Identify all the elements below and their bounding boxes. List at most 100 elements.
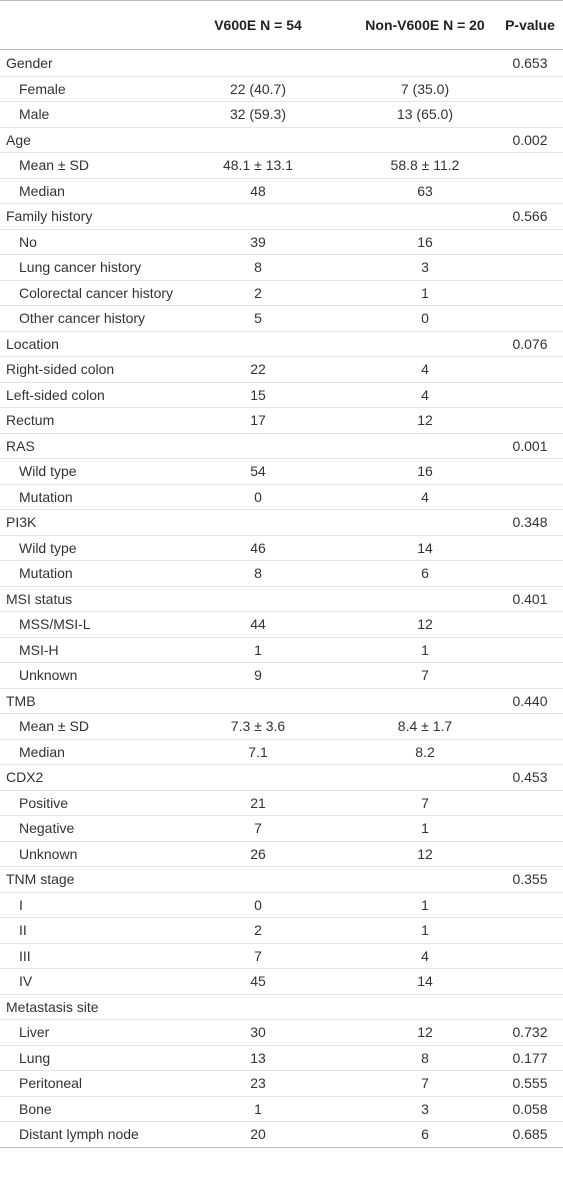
table-row: Metastasis site <box>0 995 563 1020</box>
non-v600e-cell: 3 <box>421 259 429 276</box>
v600e-cell: 2 <box>254 284 262 301</box>
non-v600e-cell: 4 <box>421 361 429 378</box>
v600e-cell: 8 <box>254 565 262 582</box>
row-label: MSI-H <box>19 641 59 658</box>
row-label: MSI status <box>6 590 73 607</box>
row-label: I <box>19 896 23 913</box>
p-value-cell: 0.002 <box>512 131 548 148</box>
row-label: TMB <box>6 692 36 709</box>
non-v600e-cell: 1 <box>421 641 429 658</box>
table-row: Unknown 26 12 <box>0 842 563 867</box>
non-v600e-cell: 16 <box>417 233 433 250</box>
table-row: Lung cancer history 8 3 <box>0 255 563 281</box>
v600e-cell: 7.3 ± 3.6 <box>230 718 286 735</box>
v600e-cell: 46 <box>250 539 266 556</box>
non-v600e-cell: 8.2 <box>415 743 435 760</box>
row-label: Negative <box>19 820 75 837</box>
v600e-cell: 9 <box>254 667 262 684</box>
row-label: Colorectal cancer history <box>19 284 174 301</box>
table-header: V600E N = 54 Non-V600E N = 20 P-value <box>0 0 563 50</box>
non-v600e-cell: 63 <box>417 182 433 199</box>
non-v600e-cell: 6 <box>421 1126 429 1143</box>
table-row: Mean ± SD 7.3 ± 3.6 8.4 ± 1.7 <box>0 714 563 740</box>
v600e-cell: 2 <box>254 922 262 939</box>
p-value-cell: 0.566 <box>512 208 548 225</box>
v600e-cell: 15 <box>250 386 266 403</box>
p-value-cell: 0.001 <box>512 437 548 454</box>
table-row: MSI status 0.401 <box>0 587 563 612</box>
v600e-cell: 7 <box>254 820 262 837</box>
v600e-cell: 0 <box>254 896 262 913</box>
row-label: Female <box>19 80 66 97</box>
non-v600e-cell: 1 <box>421 922 429 939</box>
v600e-cell: 1 <box>254 641 262 658</box>
p-value-cell: 0.453 <box>512 769 548 786</box>
v600e-cell: 0 <box>254 488 262 505</box>
table-row: TNM stage 0.355 <box>0 867 563 893</box>
row-label: Lung cancer history <box>19 259 142 276</box>
row-label: II <box>19 922 27 939</box>
row-label: Family history <box>6 208 93 225</box>
table-row: IV 45 14 <box>0 969 563 995</box>
non-v600e-cell: 14 <box>417 973 433 990</box>
non-v600e-cell: 13 (65.0) <box>396 106 454 123</box>
non-v600e-cell: 7 (35.0) <box>400 80 450 97</box>
v600e-cell: 48.1 ± 13.1 <box>223 157 293 174</box>
header-cell: P-value <box>505 17 555 33</box>
non-v600e-cell: 8 <box>421 1049 429 1066</box>
table-row: Gender 0.653 <box>0 51 563 77</box>
table-row: Rectum 17 12 <box>0 408 563 434</box>
row-label: Metastasis site <box>6 998 99 1015</box>
v600e-cell: 39 <box>250 233 266 250</box>
v600e-cell: 44 <box>250 616 266 633</box>
non-v600e-cell: 58.8 ± 11.2 <box>390 157 460 174</box>
non-v600e-cell: 16 <box>417 463 433 480</box>
table-row: Liver 30 12 0.732 <box>0 1020 563 1046</box>
p-value-cell: 0.355 <box>512 871 548 888</box>
p-value-cell: 0.348 <box>512 514 548 531</box>
row-label: Right-sided colon <box>6 361 115 378</box>
row-label: Left-sided colon <box>6 386 105 403</box>
v600e-cell: 22 (40.7) <box>229 80 287 97</box>
p-value-cell: 0.076 <box>512 335 548 352</box>
non-v600e-cell: 14 <box>417 539 433 556</box>
v600e-cell: 7 <box>254 947 262 964</box>
table-row: II 2 1 <box>0 918 563 944</box>
table-row: Mutation 0 4 <box>0 485 563 510</box>
v600e-cell: 45 <box>250 973 266 990</box>
v600e-cell: 30 <box>250 1024 266 1041</box>
row-label: No <box>19 233 37 250</box>
table-row: Positive 21 7 <box>0 791 563 816</box>
non-v600e-cell: 12 <box>417 616 433 633</box>
row-label: Positive <box>19 794 69 811</box>
row-label: Peritoneal <box>19 1075 83 1092</box>
table-row: Location 0.076 <box>0 332 563 357</box>
table-row: Wild type 54 16 <box>0 459 563 485</box>
table-row: Distant lymph node 20 6 0.685 <box>0 1122 563 1148</box>
non-v600e-cell: 3 <box>421 1100 429 1117</box>
row-label: III <box>19 947 31 964</box>
row-label: Mean ± SD <box>19 157 89 174</box>
row-label: Wild type <box>19 463 77 480</box>
p-value-cell: 0.555 <box>512 1075 548 1092</box>
table-row: Left-sided colon 15 4 <box>0 383 563 408</box>
table-row: Male 32 (59.3) 13 (65.0) <box>0 102 563 128</box>
table-row: Colorectal cancer history 2 1 <box>0 281 563 306</box>
non-v600e-cell: 0 <box>421 310 429 327</box>
v600e-cell: 7.1 <box>248 743 268 760</box>
table-row: Mean ± SD 48.1 ± 13.1 58.8 ± 11.2 <box>0 153 563 179</box>
table-row: Unknown 9 7 <box>0 663 563 689</box>
row-label: IV <box>19 973 33 990</box>
non-v600e-cell: 4 <box>421 947 429 964</box>
row-label: TNM stage <box>6 871 75 888</box>
row-label: CDX2 <box>6 769 44 786</box>
row-label: Unknown <box>19 667 78 684</box>
non-v600e-cell: 7 <box>421 667 429 684</box>
row-label: Bone <box>19 1100 52 1117</box>
p-value-cell: 0.685 <box>512 1126 548 1143</box>
p-value-cell: 0.177 <box>512 1049 548 1066</box>
table-row: Mutation 8 6 <box>0 561 563 587</box>
p-value-cell: 0.401 <box>512 590 548 607</box>
table-row: Wild type 46 14 <box>0 536 563 561</box>
